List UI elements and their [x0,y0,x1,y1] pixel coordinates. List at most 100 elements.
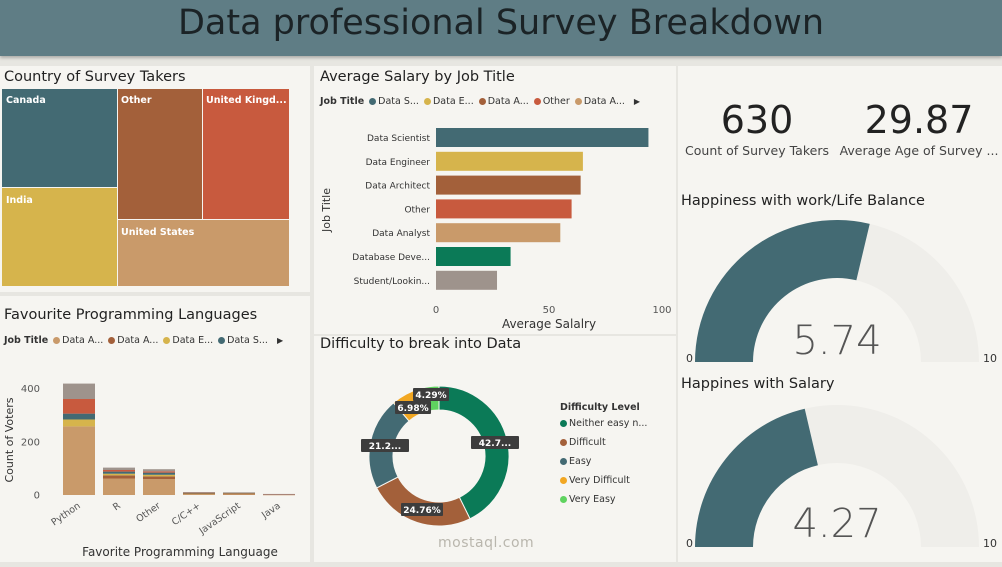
languages-ytick-label: 0 [34,491,40,502]
gauge-salary-title: Happines with Salary [681,376,835,392]
age-kpi-label: Average Age of Survey ... [839,143,999,158]
gauge-work-min: 0 [686,352,693,364]
salary-bar[interactable] [436,199,572,219]
treemap-tile-canada[interactable]: Canada [2,89,117,187]
languages-legend-item[interactable]: Data S... [218,335,268,346]
languages-bar-segment[interactable] [63,383,95,400]
difficulty-legend-item[interactable]: Very Easy [560,494,647,505]
languages-bar-segment[interactable] [223,492,255,494]
languages-bar-segment[interactable] [63,413,95,420]
languages-category-label: Python [49,500,82,528]
languages-bar-segment[interactable] [143,471,175,473]
salary-category-label: Database Deve... [352,253,430,263]
header-bar: Data professional Survey Breakdown [0,0,1002,56]
languages-bar-segment[interactable] [103,471,135,474]
donut-label-bg [401,503,443,516]
languages-bar-segment[interactable] [223,493,255,495]
salary-category-label: Data Scientist [367,134,430,144]
languages-bar-segment[interactable] [143,476,175,480]
treemap-tile-other[interactable]: Other [118,89,202,219]
gauge-work-max: 10 [983,352,997,364]
languages-bar-segment[interactable] [103,475,135,479]
salary-xtick-label: 0 [433,305,439,316]
gauge-work-chart: 5.74 0 10 [686,220,997,364]
salary-legend-item[interactable]: Data E... [423,96,474,107]
donut-slice[interactable] [376,476,471,527]
country-title: Country of Survey Takers [4,69,186,85]
languages-bar-segment[interactable] [143,474,175,477]
languages-category-label: Other [134,500,162,525]
donut-label-bg [395,401,431,414]
languages-bar-segment[interactable] [263,493,295,495]
donut-data-label: 42.7... [479,439,511,449]
salary-category-label: Data Engineer [366,158,431,168]
difficulty-legend-item[interactable]: Difficult [560,437,647,448]
salary-legend: Job Title Data S... Data E... Data A... … [320,96,640,107]
donut-data-label: 4.29% [415,391,446,401]
languages-bar-segment[interactable] [143,472,175,475]
languages-bar-segment[interactable] [63,426,95,495]
languages-bar-segment[interactable] [103,478,135,495]
treemap-label-india: India [6,195,33,206]
gauge-salary-chart: 4.27 0 10 [686,405,997,549]
salary-legend-item[interactable]: Other [533,96,570,107]
languages-bar-segment[interactable] [143,479,175,495]
salary-xlabel: Average Salalry [502,317,596,331]
languages-title: Favourite Programming Languages [4,307,258,323]
languages-bar-segment[interactable] [143,469,175,472]
difficulty-legend-item[interactable]: Neither easy n... [560,418,647,429]
gauge-value-arc[interactable] [695,220,870,362]
difficulty-legend-title: Difficulty Level [560,402,640,413]
donut-data-label: 21.2... [369,442,401,452]
legend-next-arrow-icon[interactable]: ▶ [276,336,284,345]
salary-xtick-label: 50 [543,305,556,316]
salary-bar[interactable] [436,270,498,290]
donut-slice[interactable] [438,385,510,520]
salary-bar[interactable] [436,247,511,266]
languages-bar-segment[interactable] [63,399,95,414]
languages-ylabel: Count of Voters [3,397,16,482]
languages-legend-item[interactable]: Data A... [53,335,103,346]
gauge-work-value: 5.74 [792,318,881,364]
salary-bar[interactable] [436,223,561,243]
salary-bar[interactable] [436,128,649,147]
gauge-salary-value: 4.27 [792,501,881,547]
salary-bar[interactable] [436,151,583,171]
salary-legend-item[interactable]: Data A... [574,96,625,107]
treemap-label-uk: United Kingd... [206,95,287,106]
treemap-label-other: Other [121,95,152,106]
salary-legend-title: Job Title [320,96,365,107]
salary-xtick-label: 100 [652,305,671,316]
donut-label-bg [413,388,449,401]
languages-category-label: C/C++ [170,500,203,528]
languages-bar-segment[interactable] [183,492,215,493]
salary-legend-item[interactable]: Data A... [478,96,529,107]
gauge-value-arc[interactable] [695,408,818,547]
salary-ylabel: Job Title [320,188,333,233]
difficulty-title: Difficulty to break into Data [320,336,522,352]
treemap-tile-india[interactable]: India [2,188,117,286]
salary-legend-item[interactable]: Data S... [369,96,419,107]
page-title: Data professional Survey Breakdown [177,3,825,43]
legend-next-arrow-icon[interactable]: ▶ [633,97,641,106]
languages-category-label: Java [259,500,283,521]
languages-legend-item[interactable]: Data E... [163,335,213,346]
languages-bar-segment[interactable] [183,493,215,495]
salary-category-label: Data Analyst [372,229,430,239]
difficulty-legend-item[interactable]: Easy [560,456,647,467]
treemap-tile-uk[interactable]: United Kingd... [203,89,289,219]
languages-legend-title: Job Title [4,335,49,346]
languages-bar-segment[interactable] [103,473,135,476]
languages-legend-item[interactable]: Data A... [108,335,158,346]
salary-title: Average Salary by Job Title [320,69,515,85]
difficulty-legend: Difficulty Level Neither easy n... Diffi… [560,402,647,513]
salary-bar[interactable] [436,175,581,195]
languages-bar-segment[interactable] [63,419,95,427]
difficulty-legend-item[interactable]: Very Difficult [560,475,647,486]
treemap-label-canada: Canada [6,95,46,106]
languages-legend: Job Title Data A... Data A... Data E... … [4,335,283,346]
languages-bar-segment[interactable] [103,470,135,472]
treemap-tile-us[interactable]: United States [118,220,289,286]
languages-bar-segment[interactable] [103,467,135,471]
watermark: mostaql.com [438,535,535,551]
